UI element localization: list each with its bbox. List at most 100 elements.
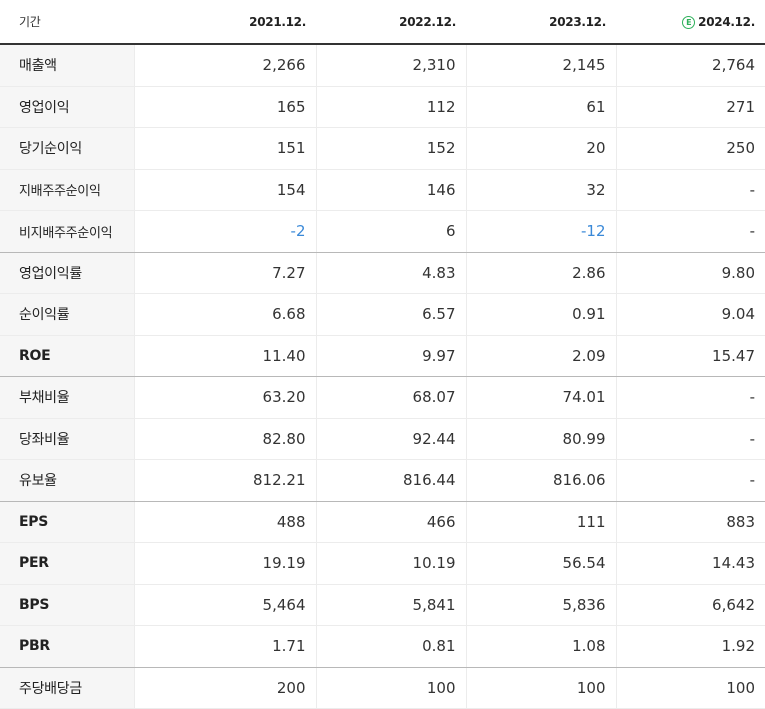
table-row: 당좌비율 82.80 92.44 80.99 -: [0, 418, 765, 460]
row-label: 주당배당금: [0, 667, 134, 709]
table-row: 매출액 2,266 2,310 2,145 2,764: [0, 44, 765, 87]
table-cell: 10.19: [315, 542, 466, 585]
row-label: 순이익률: [0, 293, 134, 336]
table-cell: 82.80: [133, 418, 316, 460]
table-row: EPS 488 466 111 883: [0, 501, 765, 543]
column-header-estimate: E 2024.12.: [616, 0, 765, 45]
table-cell: 488: [133, 501, 316, 543]
row-label: PBR: [0, 625, 134, 668]
row-label: 유보율: [0, 459, 134, 502]
table-row: 부채비율 63.20 68.07 74.01 -: [0, 376, 765, 419]
table-cell: 5,836: [465, 584, 616, 626]
row-label: 지배주주순이익: [0, 169, 134, 211]
table-row: ROE 11.40 9.97 2.09 15.47: [0, 335, 765, 377]
table-cell: 92.44: [315, 418, 466, 460]
table-cell: 6,642: [615, 584, 765, 626]
column-header-label: 2024.12.: [698, 14, 755, 29]
table-cell: 6: [315, 210, 466, 253]
table-cell: 2,310: [315, 44, 466, 87]
table-cell: 112: [315, 86, 466, 128]
row-label: PER: [0, 542, 134, 585]
table-cell: 111: [465, 501, 616, 543]
table-cell: 1.08: [465, 625, 616, 668]
table-row: 영업이익 165 112 61 271: [0, 86, 765, 128]
table-cell: 2.09: [465, 335, 616, 377]
row-label: EPS: [0, 501, 134, 543]
table-cell: 14.43: [615, 542, 765, 585]
table-cell: 250: [615, 127, 765, 170]
table-cell: 154: [133, 169, 316, 211]
table-row: BPS 5,464 5,841 5,836 6,642: [0, 584, 765, 626]
row-label: 매출액: [0, 44, 134, 87]
table-row: 비지배주주순이익 -2 6 -12 -: [0, 210, 765, 253]
table-cell: 9.04: [615, 293, 765, 336]
table-cell: 271: [615, 86, 765, 128]
table-cell: 11.40: [133, 335, 316, 377]
table-cell: 812.21: [133, 459, 316, 502]
table-cell: 883: [615, 501, 765, 543]
column-header: 2023.12.: [466, 0, 616, 45]
table-cell: 165: [133, 86, 316, 128]
period-header: 기간: [0, 0, 134, 45]
table-cell: 100: [315, 667, 466, 709]
table-cell: 68.07: [315, 376, 466, 419]
table-cell: 1.71: [133, 625, 316, 668]
table-cell: 2,266: [133, 44, 316, 87]
table-cell: 5,841: [315, 584, 466, 626]
table-cell: 19.19: [133, 542, 316, 585]
table-cell: 200: [133, 667, 316, 709]
table-cell: 9.80: [615, 252, 765, 294]
table-row: 주당배당금 200 100 100 100: [0, 667, 765, 709]
table-row: 순이익률 6.68 6.57 0.91 9.04: [0, 293, 765, 336]
table-cell: 20: [465, 127, 616, 170]
table-cell: 6.68: [133, 293, 316, 336]
table-cell: 56.54: [465, 542, 616, 585]
table-cell: 6.57: [315, 293, 466, 336]
table-cell: 816.06: [465, 459, 616, 502]
column-header: 2021.12.: [134, 0, 316, 45]
table-cell: 5,464: [133, 584, 316, 626]
table-cell: 15.47: [615, 335, 765, 377]
row-label: 부채비율: [0, 376, 134, 419]
table-cell: 2,764: [615, 44, 765, 87]
table-cell: 7.27: [133, 252, 316, 294]
table-cell: 2,145: [465, 44, 616, 87]
table-cell-negative: -2: [133, 210, 316, 253]
row-label: 당기순이익: [0, 127, 134, 170]
table-cell: 0.91: [465, 293, 616, 336]
table-cell: 152: [315, 127, 466, 170]
table-cell: 100: [615, 667, 765, 709]
table-cell: 100: [465, 667, 616, 709]
row-label: ROE: [0, 335, 134, 377]
table-cell: -: [615, 210, 765, 253]
table-cell: 2.86: [465, 252, 616, 294]
table-row: PER 19.19 10.19 56.54 14.43: [0, 542, 765, 585]
row-label: 영업이익률: [0, 252, 134, 294]
row-label: 영업이익: [0, 86, 134, 128]
column-header: 2022.12.: [316, 0, 466, 45]
table-cell: -: [615, 459, 765, 502]
table-cell-negative: -12: [465, 210, 616, 253]
estimate-icon: E: [682, 15, 696, 29]
table-row: PBR 1.71 0.81 1.08 1.92: [0, 625, 765, 668]
table-cell: 80.99: [465, 418, 616, 460]
table-cell: 63.20: [133, 376, 316, 419]
table-cell: -: [615, 169, 765, 211]
table-cell: 1.92: [615, 625, 765, 668]
table-cell: 0.81: [315, 625, 466, 668]
table-row: 유보율 812.21 816.44 816.06 -: [0, 459, 765, 502]
row-label: 비지배주주순이익: [0, 210, 134, 253]
table-cell: 151: [133, 127, 316, 170]
table-cell: -: [615, 376, 765, 419]
header-row: 기간 2021.12. 2022.12. 2023.12. E 2024.12.: [0, 0, 765, 45]
table-cell: 146: [315, 169, 466, 211]
table-cell: 61: [465, 86, 616, 128]
table-cell: 466: [315, 501, 466, 543]
table-row: 지배주주순이익 154 146 32 -: [0, 169, 765, 211]
table-cell: 74.01: [465, 376, 616, 419]
table-cell: 32: [465, 169, 616, 211]
table-cell: 816.44: [315, 459, 466, 502]
row-label: 당좌비율: [0, 418, 134, 460]
table-cell: 4.83: [315, 252, 466, 294]
